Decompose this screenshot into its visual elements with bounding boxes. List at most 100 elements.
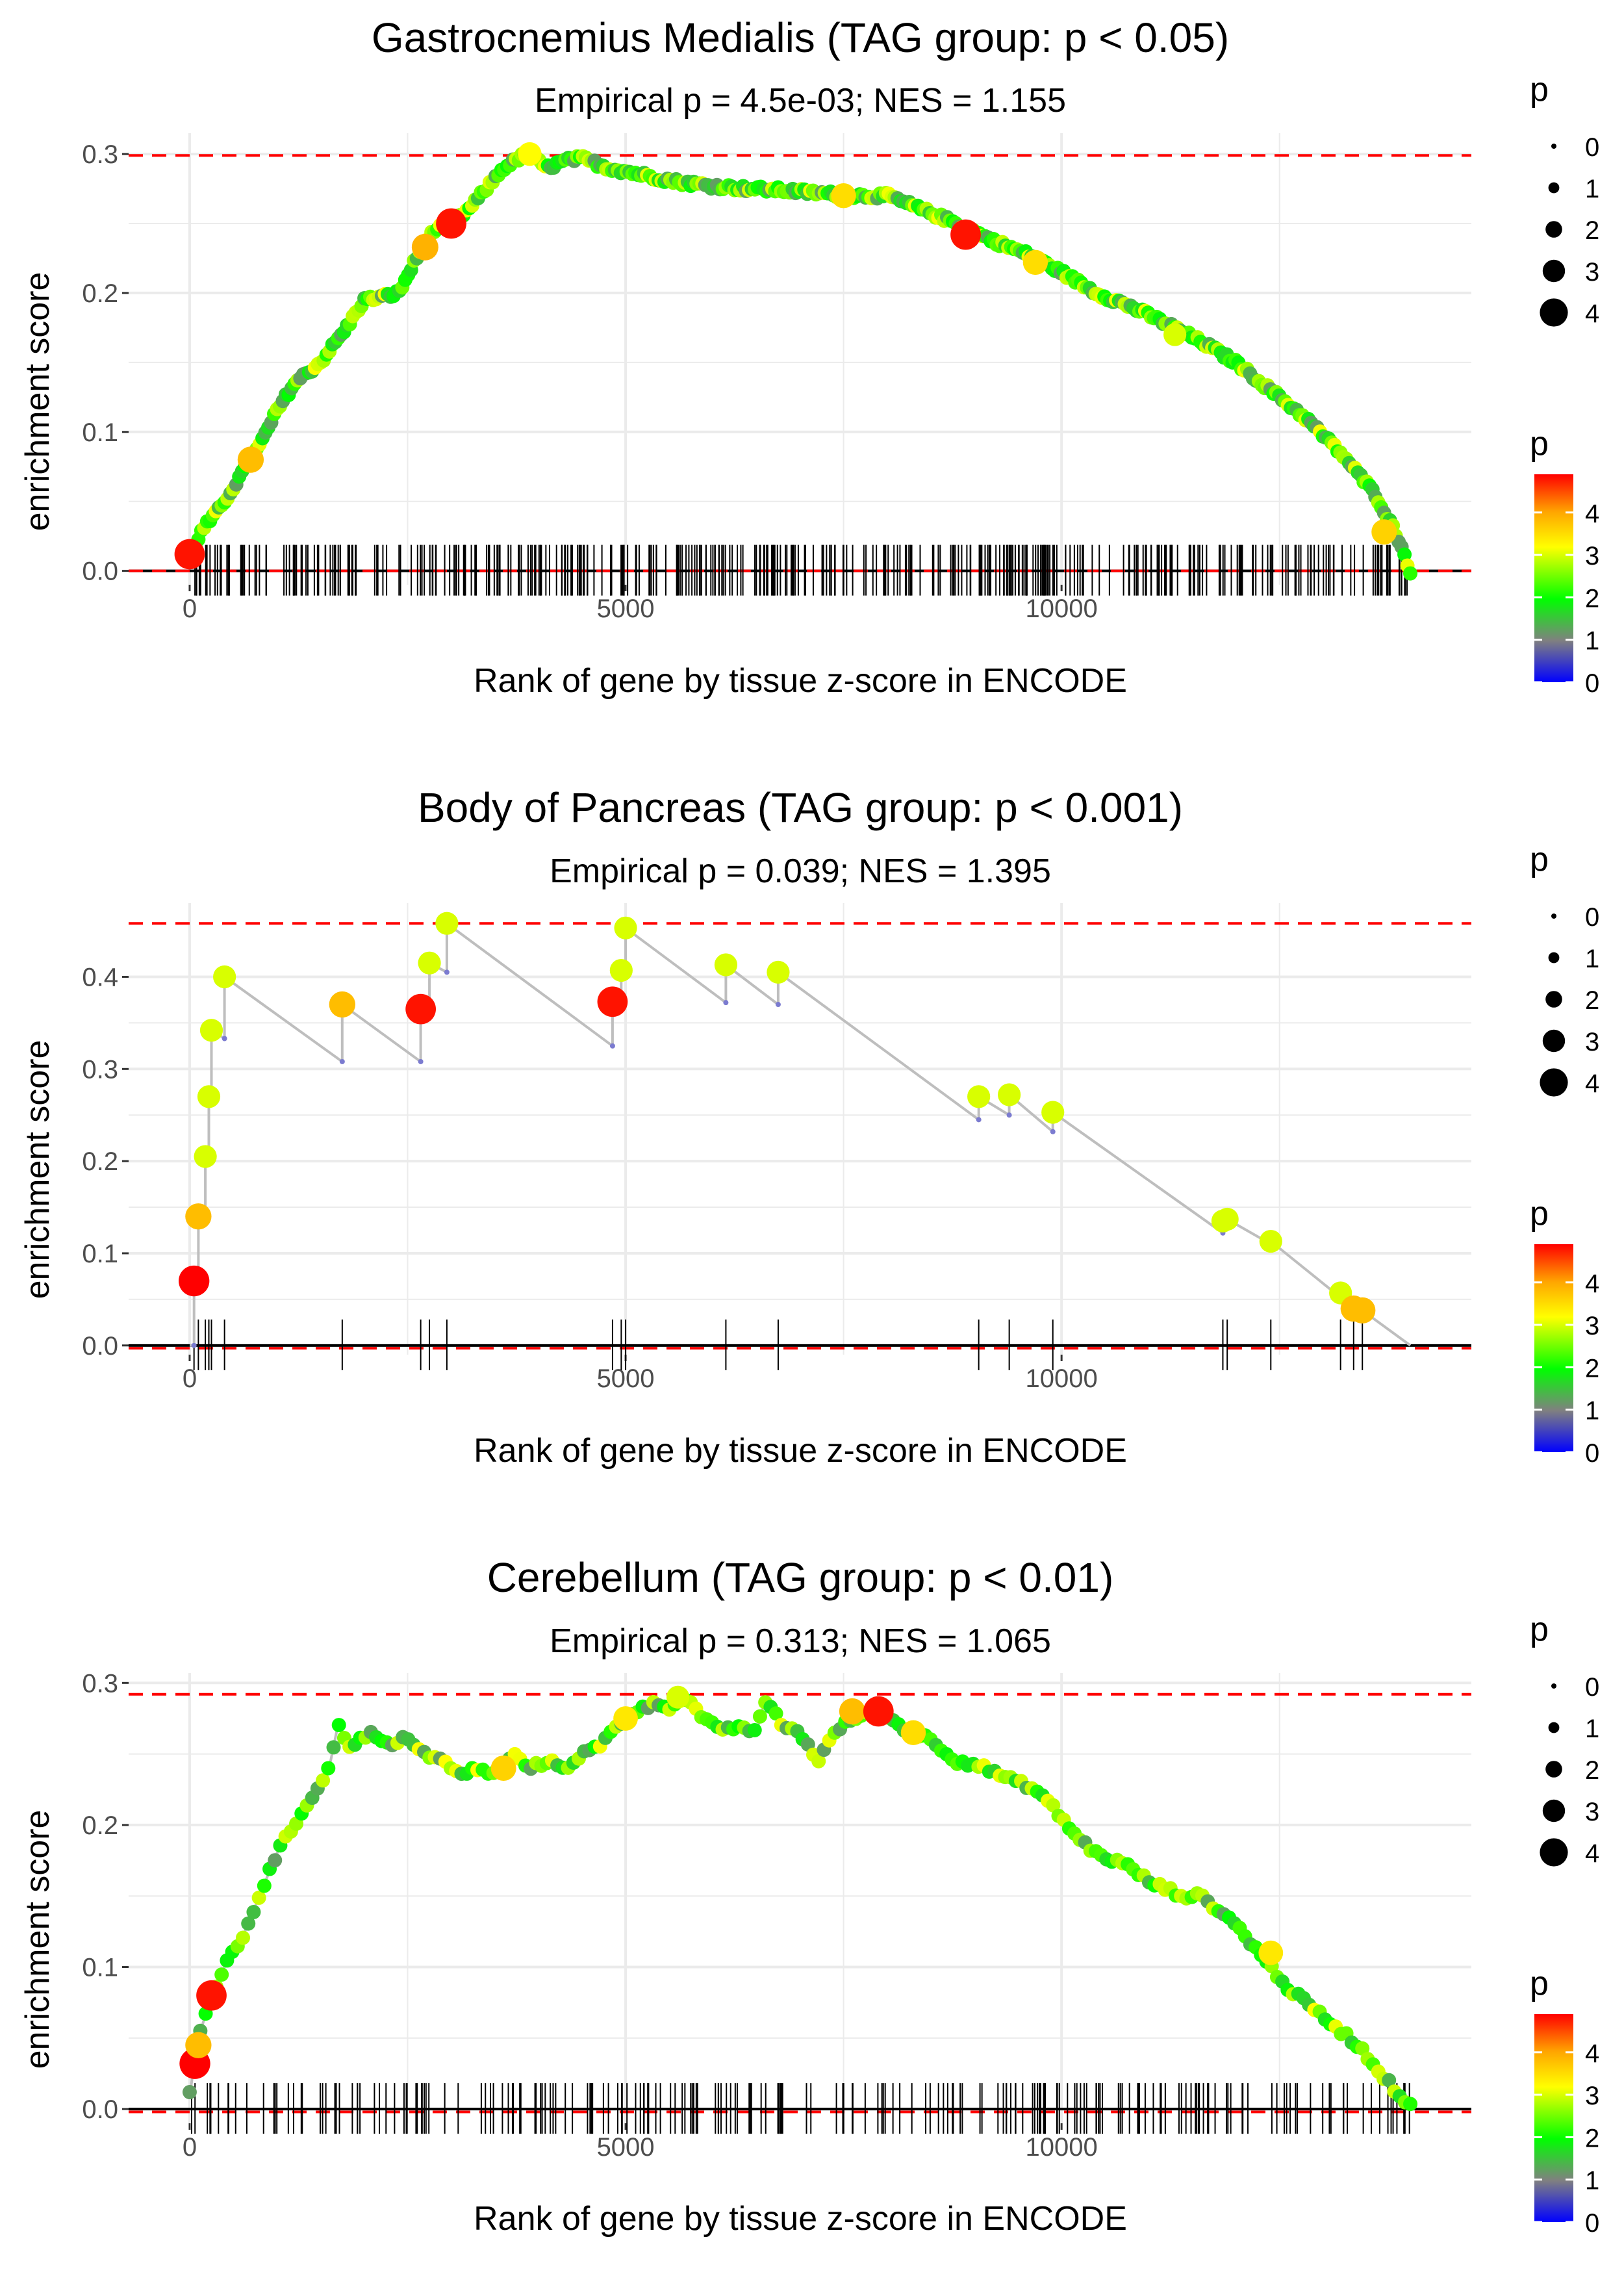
panel3-ylabel: enrichment score <box>19 1810 57 2069</box>
size-legend-label-2-2: 2 <box>1585 986 1599 1015</box>
p3-ytick-label-1: 0.1 <box>82 1954 118 1982</box>
panel1-ylabel: enrichment score <box>19 272 57 531</box>
p2-step-point-11 <box>609 958 633 982</box>
size-legend-label-1-4: 4 <box>1585 300 1599 328</box>
p3-gene-point-25 <box>316 1773 331 1788</box>
p1-highlight-point-4 <box>518 142 542 166</box>
color-legend-label-3-4: 0 <box>1585 2209 1599 2238</box>
panel1-xlabel: Rank of gene by tissue z-score in ENCODE <box>474 662 1127 700</box>
color-legend-label-1-0: 4 <box>1585 500 1599 528</box>
p3-highlight-point-5 <box>666 1685 690 1709</box>
p3-highlight-point-7 <box>863 1696 894 1727</box>
p3-ytick-label-0: 0.0 <box>82 2095 118 2124</box>
p3-gene-point-106 <box>747 1722 762 1737</box>
color-legend-title-1: p <box>1530 425 1549 463</box>
color-legend-label-1-1: 3 <box>1585 542 1599 570</box>
size-legend-dot-1-0 <box>1551 144 1556 149</box>
panel-pancreas: Body of Pancreas (TAG group: p < 0.001) … <box>19 784 1471 1470</box>
p2-step-point-12 <box>614 916 637 939</box>
panel2-title: Body of Pancreas (TAG group: p < 0.001) <box>418 784 1183 831</box>
p3-highlight-point-8 <box>900 1720 926 1746</box>
p2-step-base-point-5 <box>222 1036 227 1041</box>
size-legend-dot-2-1 <box>1548 952 1560 964</box>
p2-step-point-17 <box>1041 1101 1065 1124</box>
p3-xtick-label-0: 0 <box>183 2133 197 2162</box>
size-legend-label-3-0: 0 <box>1585 1673 1599 1702</box>
p2-step-base-point-15 <box>976 1117 982 1123</box>
color-legend-label-1-2: 2 <box>1585 584 1599 613</box>
p3-gene-point-229 <box>1403 2097 1418 2112</box>
size-legend-label-3-3: 3 <box>1585 1798 1599 1826</box>
p2-step-point-15 <box>967 1085 991 1108</box>
size-legend-label-2-4: 4 <box>1585 1069 1599 1098</box>
p2-step-point-6 <box>329 991 356 1018</box>
color-legend-label-2-3: 1 <box>1585 1397 1599 1425</box>
p2-ytick-label-1: 0.1 <box>82 1240 118 1268</box>
color-legend-label-3-3: 1 <box>1585 2167 1599 2195</box>
p2-ytick-label-4: 0.4 <box>82 963 118 991</box>
p3-gene-points <box>182 1690 1418 2112</box>
p1-ytick-label-0: 0.0 <box>82 557 118 586</box>
p1-ytick-label-3: 0.3 <box>82 140 118 169</box>
p2-step-point-8 <box>418 951 441 975</box>
p1-gene-point-419 <box>1403 566 1418 581</box>
p3-gene-point-107 <box>752 1709 767 1724</box>
p3-rug-marks <box>190 2083 1410 2134</box>
p1-highlight-point-7 <box>1022 249 1048 275</box>
p2-ytick-label-3: 0.3 <box>82 1055 118 1084</box>
size-legend-label-3-4: 4 <box>1585 1839 1599 1868</box>
size-legend-label-2-0: 0 <box>1585 903 1599 932</box>
p3-highlight-point-9 <box>1258 1940 1284 1965</box>
p2-xtick-label-0: 0 <box>183 1364 197 1393</box>
p3-gene-point-220 <box>1355 2041 1370 2056</box>
legend-group-1: p 0 1 2 3 4 p 4 3 2 1 0 <box>1530 71 1599 698</box>
panel3-subtitle: Empirical p = 0.313; NES = 1.065 <box>550 1622 1051 1660</box>
color-legend-title-3: p <box>1530 1965 1549 2002</box>
p3-gene-point-110 <box>768 1706 783 1721</box>
size-legend-title-2: p <box>1530 841 1549 878</box>
p1-highlight-point-0 <box>174 539 205 570</box>
p1-gene-point-417 <box>1397 547 1412 562</box>
panel2-ylabel: enrichment score <box>19 1040 57 1299</box>
size-legend-dot-3-1 <box>1548 1722 1560 1733</box>
size-legend-dot-1-1 <box>1548 182 1560 194</box>
p1-highlight-point-3 <box>436 208 466 239</box>
size-legend-label-1-2: 2 <box>1585 216 1599 245</box>
p1-highlight-point-5 <box>831 183 856 209</box>
p1-highlight-point-9 <box>1371 519 1397 545</box>
color-legend-label-2-1: 3 <box>1585 1312 1599 1340</box>
p3-gene-point-11 <box>241 1916 256 1931</box>
p3-highlight-point-6 <box>839 1698 866 1725</box>
p2-step-base-point-7 <box>418 1058 424 1064</box>
panel3-plot-area: 0.0 0.1 0.2 0.3 0 5000 10000 <box>82 1669 1471 2162</box>
color-legend-label-1-4: 0 <box>1585 669 1599 698</box>
color-legend-label-2-4: 0 <box>1585 1439 1599 1468</box>
p3-ytick-label-3: 0.3 <box>82 1669 118 1698</box>
p2-rug-marks <box>193 1319 1364 1370</box>
p3-gene-point-14 <box>257 1878 272 1893</box>
p2-step-base-point-9 <box>444 969 450 975</box>
p3-highlight-point-3 <box>490 1755 516 1781</box>
p1-ytick-label-1: 0.1 <box>82 418 118 447</box>
p2-xtick-label-2: 10000 <box>1026 1364 1098 1393</box>
size-legend-label-3-1: 1 <box>1585 1715 1599 1743</box>
size-legend-dot-1-2 <box>1545 221 1562 238</box>
p1-gene-points <box>182 147 1418 581</box>
size-legend-dot-2-4 <box>1540 1068 1568 1097</box>
panel1-title: Gastrocnemius Medialis (TAG group: p < 0… <box>372 14 1229 61</box>
size-legend-label-2-3: 3 <box>1585 1028 1599 1056</box>
size-legend-label-1-3: 3 <box>1585 258 1599 287</box>
size-legend-dot-3-0 <box>1551 1683 1556 1689</box>
p2-step-point-4 <box>199 1019 223 1042</box>
size-legend-label-1-0: 0 <box>1585 133 1599 162</box>
p3-ytick-label-2: 0.2 <box>82 1811 118 1840</box>
p2-step-base-point-14 <box>775 1002 781 1008</box>
p3-xtick-label-2: 10000 <box>1026 2133 1098 2162</box>
p3-gene-point-225 <box>1382 2073 1397 2088</box>
p3-gene-point-13 <box>251 1890 266 1905</box>
color-legend-label-2-2: 2 <box>1585 1354 1599 1383</box>
p2-step-point-19 <box>1215 1207 1239 1231</box>
p3-es-curve <box>188 1692 1412 2106</box>
p3-highlight-point-2 <box>196 1980 227 2011</box>
